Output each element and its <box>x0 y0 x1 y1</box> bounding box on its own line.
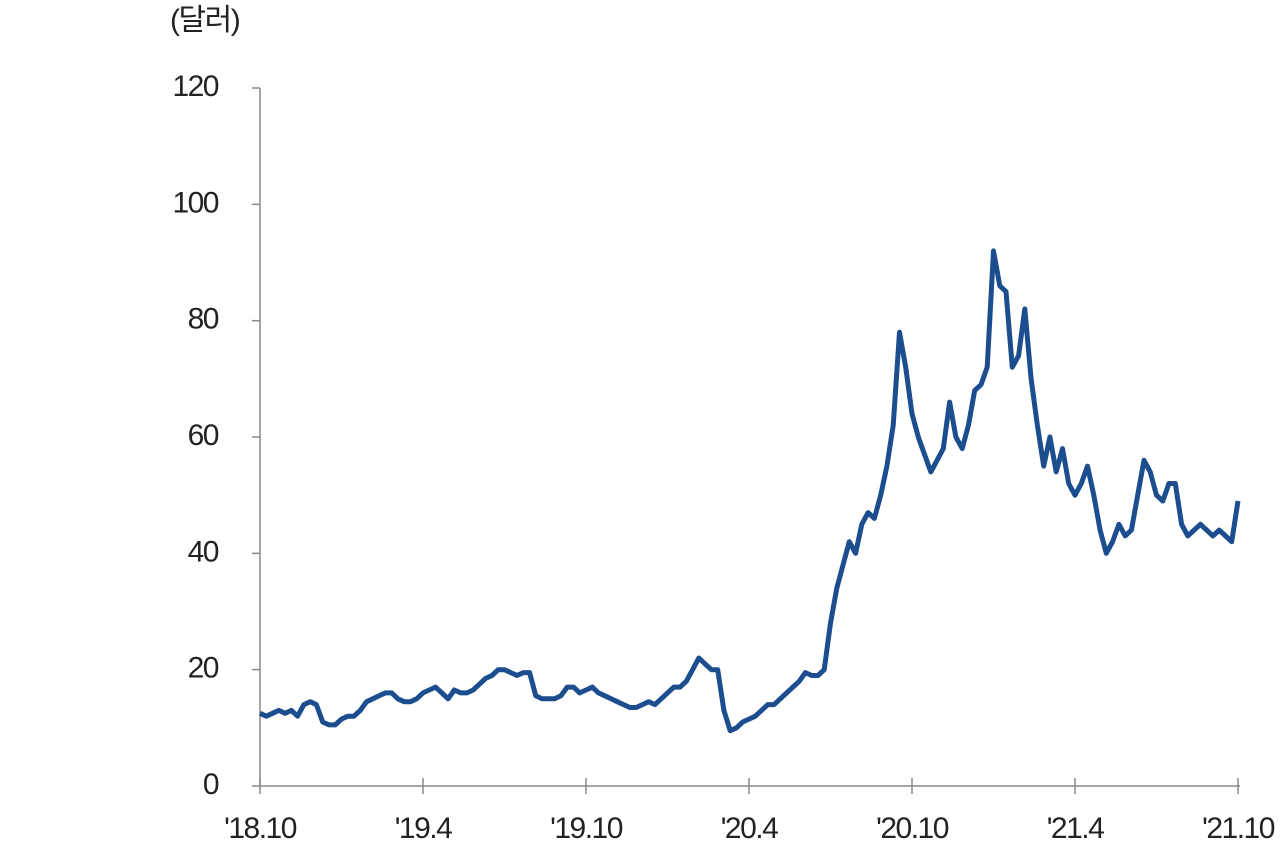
y-tick-label: 80 <box>188 303 219 336</box>
x-tick-label: '21.10 <box>1202 812 1275 845</box>
data-line <box>258 248 1241 734</box>
y-tick-label: 40 <box>188 535 219 568</box>
y-tick-label: 0 <box>203 768 219 801</box>
x-tick-label: '19.4 <box>395 812 452 845</box>
x-tick-label: '20.10 <box>876 812 949 845</box>
x-tick-label: '19.10 <box>550 812 623 845</box>
y-unit: (달러) <box>170 4 240 37</box>
y-tick-label: 20 <box>188 652 219 685</box>
y-tick-label: 120 <box>172 70 218 103</box>
y-tick-label: 60 <box>188 419 219 452</box>
x-tick-label: '21.4 <box>1047 812 1104 845</box>
y-tick-label: 100 <box>172 186 218 219</box>
x-tick-label: '20.4 <box>721 812 778 845</box>
x-tick-label: '18.10 <box>224 812 297 845</box>
